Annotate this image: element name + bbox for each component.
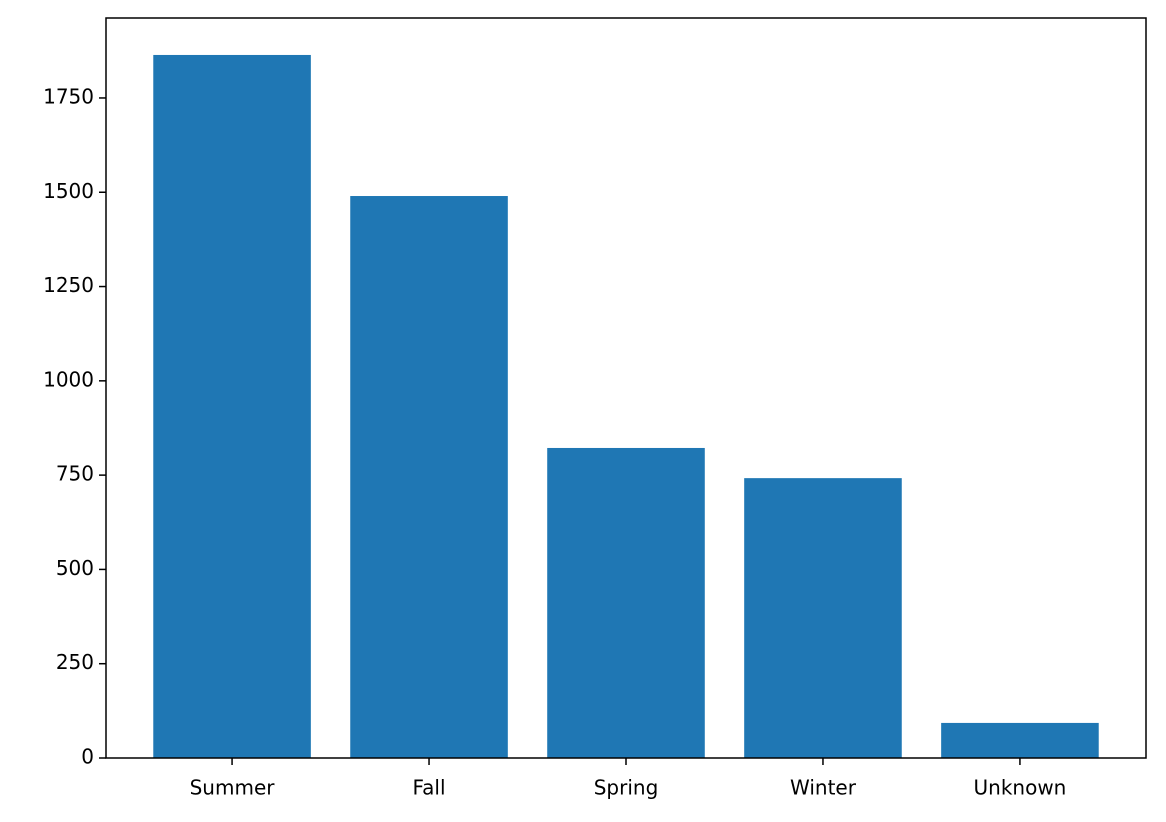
y-tick-label: 1000 [43, 367, 94, 391]
x-tick-label: Unknown [974, 776, 1067, 800]
x-tick-label: Fall [413, 776, 446, 800]
y-tick-label: 500 [56, 556, 94, 580]
bar [547, 447, 705, 758]
y-tick-label: 1500 [43, 179, 94, 203]
bar [744, 478, 902, 758]
x-tick-label: Winter [790, 776, 857, 800]
x-tick-label: Spring [594, 776, 659, 800]
y-tick-label: 1250 [43, 273, 94, 297]
bar [941, 722, 1099, 758]
bar [350, 196, 508, 758]
y-tick-label: 1750 [43, 84, 94, 108]
x-tick-label: Summer [190, 776, 276, 800]
y-tick-label: 750 [56, 462, 94, 486]
plot-frame [105, 17, 1147, 759]
bar [153, 54, 311, 759]
y-tick-label: 250 [56, 650, 94, 674]
y-tick-label: 0 [81, 745, 94, 769]
